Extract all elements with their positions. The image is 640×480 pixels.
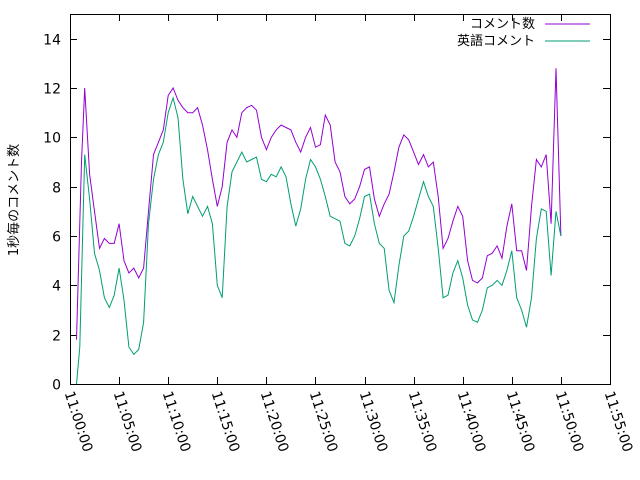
x-tick-label: 11:55:00	[601, 389, 636, 454]
y-tick-label: 2	[52, 329, 61, 345]
y-axis-title: 1秒毎のコメント数	[6, 144, 22, 256]
y-tick-label: 0	[52, 378, 61, 394]
x-tick-label: 11:15:00	[208, 389, 243, 454]
series-layer	[76, 68, 562, 385]
x-tick-label: 11:10:00	[159, 389, 194, 454]
x-tick-label: 11:05:00	[110, 389, 145, 454]
x-tick-label: 11:20:00	[257, 389, 292, 454]
x-tick-label: 11:30:00	[356, 389, 391, 454]
legend-label: 英語コメント	[457, 33, 535, 49]
plot-frame	[70, 14, 611, 385]
x-tick-label: 11:35:00	[405, 389, 440, 454]
y-tick-label: 12	[43, 82, 61, 98]
y-tick-label: 8	[52, 181, 61, 197]
x-tick-label: 11:45:00	[503, 389, 538, 454]
series-line-2	[76, 96, 562, 385]
y-tick-label: 14	[43, 33, 61, 49]
x-tick-label: 11:25:00	[306, 389, 341, 454]
y-tick-label: 4	[52, 279, 61, 295]
x-tick-label: 11:40:00	[454, 389, 489, 454]
series-line-1	[76, 68, 562, 340]
y-tick-label: 10	[43, 131, 61, 147]
plot-area-border	[70, 14, 611, 385]
x-tick-label: 11:50:00	[552, 389, 587, 454]
legend-label: コメント数	[470, 17, 535, 32]
x-tick-label: 11:00:00	[61, 389, 96, 454]
y-axis: 0 2 4 6 8 10 12 14	[43, 33, 610, 394]
y-tick-label: 6	[52, 230, 61, 246]
